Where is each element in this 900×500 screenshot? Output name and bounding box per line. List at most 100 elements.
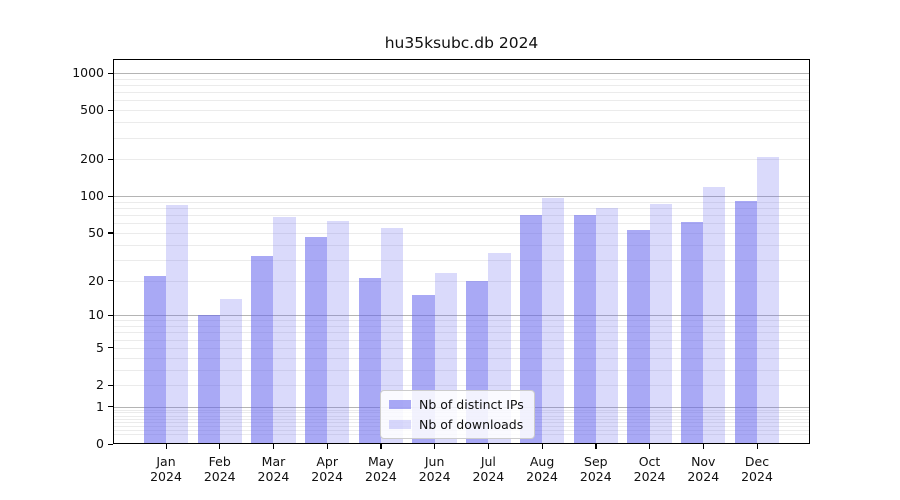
x-tick-mark-oct (649, 444, 651, 449)
minor-gridline (113, 122, 810, 124)
minor-gridline (113, 244, 810, 246)
x-tick-label-sep: Sep 2024 (566, 454, 626, 484)
bar-apr-distinct-ips (304, 237, 328, 444)
y-tick-mark-20 (108, 280, 113, 282)
x-tick-month: Mar (261, 454, 286, 469)
plot-area (113, 59, 810, 444)
x-tick-month: Sep (584, 454, 608, 469)
bar-sep-distinct-ips (573, 215, 596, 444)
y-tick-label-0: 0 (96, 436, 104, 451)
x-tick-label-mar: Mar 2024 (243, 454, 303, 484)
x-tick-year: 2024 (472, 469, 505, 484)
minor-gridline (113, 357, 810, 359)
bar-aug-distinct-ips (519, 215, 543, 444)
x-tick-month: Aug (529, 454, 555, 469)
y-tick-mark-10 (108, 314, 113, 316)
x-tick-label-oct: Oct 2024 (620, 454, 680, 484)
y-tick-mark-1000 (108, 72, 113, 74)
x-tick-year: 2024 (203, 469, 236, 484)
minor-gridline (113, 85, 810, 87)
minor-gridline (113, 326, 810, 328)
x-tick-year: 2024 (257, 469, 290, 484)
x-tick-month: Nov (691, 454, 716, 469)
minor-gridline (113, 201, 810, 203)
legend-swatch-downloads (389, 420, 411, 429)
x-tick-year: 2024 (526, 469, 558, 484)
legend-label-downloads: Nb of downloads (419, 417, 524, 432)
x-tick-label-aug: Aug 2024 (512, 454, 572, 484)
x-tick-label-feb: Feb 2024 (190, 454, 250, 484)
y-tick-label-2: 2 (96, 377, 104, 393)
minor-gridline (113, 232, 810, 234)
chart-title: hu35ksubc.db 2024 (384, 34, 539, 52)
minor-gridline (113, 369, 810, 371)
y-tick-label-5: 5 (96, 339, 104, 355)
y-tick-label-1: 1 (96, 398, 104, 414)
y-tick-mark-200 (108, 158, 113, 160)
x-tick-year: 2024 (150, 469, 182, 484)
x-tick-mark-apr (326, 444, 328, 449)
bar-apr-downloads (327, 220, 350, 444)
minor-gridline (113, 215, 810, 217)
bar-may-downloads (380, 227, 404, 444)
x-tick-mark-feb (219, 444, 221, 449)
legend-row-distinct-ips: Nb of distinct IPs (389, 397, 524, 412)
x-tick-month: Dec (744, 454, 770, 469)
major-gridline-10 (113, 315, 810, 317)
y-tick-mark-5 (108, 347, 113, 349)
minor-gridline (113, 100, 810, 102)
x-tick-label-nov: Nov 2024 (673, 454, 733, 484)
x-tick-label-jun: Jun 2024 (405, 454, 465, 484)
x-tick-year: 2024 (579, 469, 612, 484)
x-tick-year: 2024 (418, 469, 451, 484)
bar-dec-distinct-ips (734, 200, 757, 444)
bar-feb-downloads (219, 298, 242, 444)
bar-jan-downloads (166, 204, 189, 444)
major-gridline-100 (113, 196, 810, 198)
y-tick-label-50: 50 (88, 224, 104, 240)
minor-gridline (113, 137, 810, 139)
bar-feb-distinct-ips (197, 315, 220, 444)
minor-gridline (113, 339, 810, 341)
x-tick-mark-mar (272, 444, 275, 449)
x-tick-mark-may (380, 444, 382, 449)
x-tick-month: May (367, 454, 394, 469)
x-tick-label-dec: Dec 2024 (727, 454, 787, 484)
x-tick-month: Apr (316, 454, 338, 469)
x-tick-year: 2024 (741, 469, 773, 484)
minor-gridline (113, 223, 810, 225)
y-tick-mark-2 (108, 384, 113, 386)
major-gridline-1000 (113, 73, 810, 75)
y-tick-label-20: 20 (88, 272, 104, 288)
legend-swatch-distinct-ips (389, 400, 411, 409)
bar-nov-distinct-ips (681, 221, 704, 444)
bar-nov-downloads (703, 187, 726, 444)
minor-gridline (113, 259, 810, 261)
x-tick-label-jan: Jan 2024 (136, 454, 196, 484)
y-tick-mark-500 (108, 109, 113, 111)
x-tick-year: 2024 (311, 469, 344, 484)
x-tick-mark-nov (702, 444, 704, 449)
x-tick-month: Oct (638, 454, 661, 469)
bar-may-distinct-ips (358, 278, 381, 444)
y-tick-label-200: 200 (80, 151, 104, 167)
x-tick-label-may: May 2024 (351, 454, 411, 484)
bar-dec-downloads (757, 156, 780, 444)
x-tick-month: Jan (156, 454, 176, 469)
bar-mar-downloads (273, 216, 296, 444)
bar-oct-distinct-ips (627, 229, 650, 444)
x-tick-year: 2024 (365, 469, 397, 484)
y-tick-mark-100 (108, 195, 113, 197)
x-tick-mark-jul (487, 444, 490, 449)
y-tick-label-10: 10 (88, 307, 104, 323)
x-tick-year: 2024 (687, 469, 720, 484)
legend-label-distinct-ips: Nb of distinct IPs (419, 397, 524, 412)
x-tick-year: 2024 (633, 469, 666, 484)
x-tick-label-apr: Apr 2024 (297, 454, 357, 484)
y-tick-label-500: 500 (80, 102, 104, 118)
minor-gridline (113, 332, 810, 334)
minor-gridline (113, 347, 810, 349)
x-tick-mark-dec (756, 444, 758, 449)
x-tick-label-jul: Jul 2024 (458, 454, 518, 484)
